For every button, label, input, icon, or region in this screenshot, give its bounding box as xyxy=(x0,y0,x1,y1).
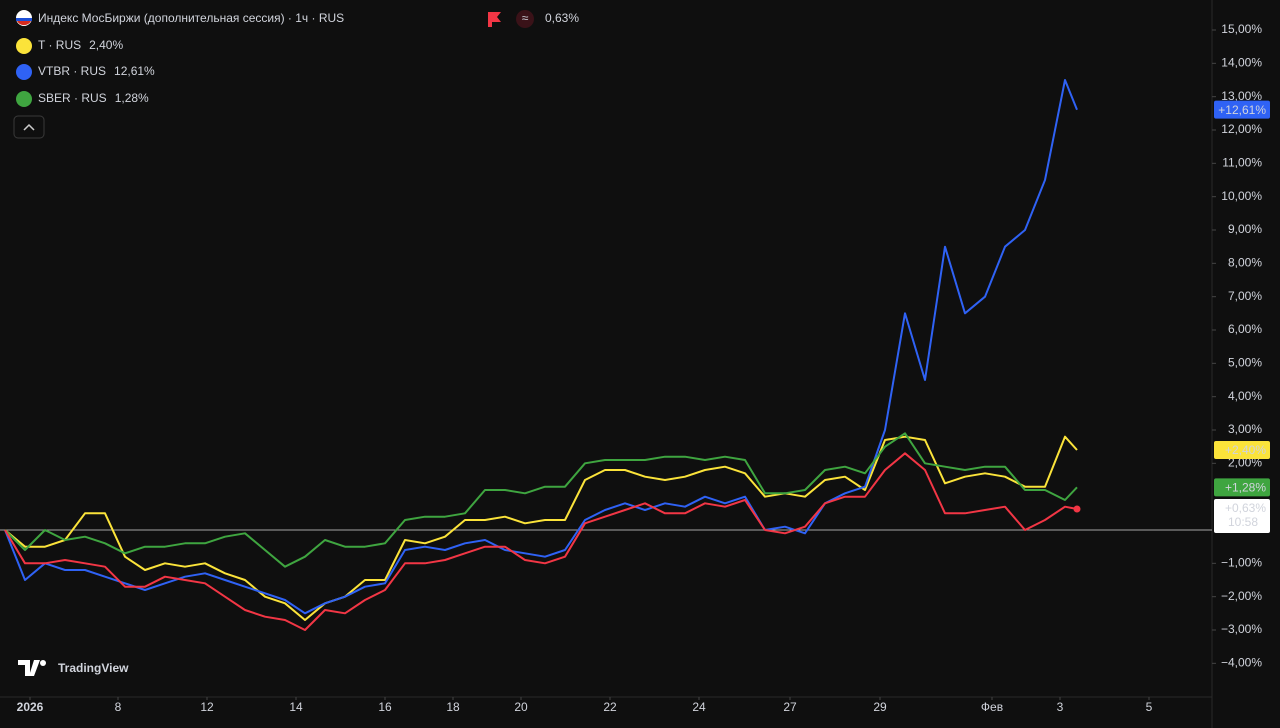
y-tick-label: 10,00% xyxy=(1221,189,1262,203)
x-tick-label: 3 xyxy=(1057,700,1064,714)
y-tick-label: 7,00% xyxy=(1228,289,1262,303)
x-tick-label: 16 xyxy=(378,700,392,714)
x-tick-label: 29 xyxy=(873,700,887,714)
y-tick-label: 13,00% xyxy=(1221,89,1262,103)
x-tick-label: 8 xyxy=(115,700,122,714)
collapse-button[interactable] xyxy=(13,115,45,139)
y-tick-label: 8,00% xyxy=(1228,256,1262,270)
change-icon-text: ≈ xyxy=(522,11,529,25)
y-tick-label: 4,00% xyxy=(1228,389,1262,403)
x-tick-label: 12 xyxy=(200,700,214,714)
price-tag-time: 10:58 xyxy=(1228,515,1258,529)
x-tick-label: 27 xyxy=(783,700,797,714)
price-tag-label: +0,63% xyxy=(1225,501,1266,515)
y-tick-label: −2,00% xyxy=(1221,589,1262,603)
legend-name: T · RUS xyxy=(38,38,81,52)
price-tag xyxy=(1214,499,1270,533)
change-icon xyxy=(516,10,534,28)
last-point xyxy=(1073,505,1081,513)
x-tick-label: 22 xyxy=(603,700,617,714)
x-tick-label: 14 xyxy=(289,700,303,714)
y-tick-label: 6,00% xyxy=(1228,322,1262,336)
price-tag xyxy=(1214,100,1270,119)
watermark-logo xyxy=(40,660,46,666)
x-tick-label: 18 xyxy=(446,700,460,714)
x-tick-label: Фев xyxy=(981,700,1003,714)
price-tag xyxy=(1214,441,1270,459)
price-tag-label: +1,28% xyxy=(1225,481,1266,495)
y-tick-label: −4,00% xyxy=(1221,656,1262,670)
y-tick-label: 5,00% xyxy=(1228,356,1262,370)
y-tick-label: −1,00% xyxy=(1221,556,1262,570)
x-tick-label: 24 xyxy=(692,700,706,714)
series-line xyxy=(4,435,1078,621)
watermark-logo xyxy=(18,660,40,676)
x-tick-label: 20 xyxy=(514,700,528,714)
series-line xyxy=(4,452,1078,631)
chart-title: Индекс МосБиржи (дополнительная сессия) … xyxy=(38,11,344,25)
y-tick-label: 15,00% xyxy=(1221,22,1262,36)
legend-icon xyxy=(16,91,32,107)
legend-icon xyxy=(16,64,32,80)
legend-icon xyxy=(16,38,32,54)
legend-name: VTBR · RUS xyxy=(38,64,106,78)
legend-value: 2,40% xyxy=(89,38,123,52)
x-tick-label: 2026 xyxy=(17,700,44,714)
y-tick-label: 14,00% xyxy=(1221,56,1262,70)
flag-icon xyxy=(16,18,32,21)
flag-icon xyxy=(488,12,501,27)
y-tick-label: 3,00% xyxy=(1228,422,1262,436)
x-tick-label: 5 xyxy=(1146,700,1153,714)
y-tick-label: 9,00% xyxy=(1228,222,1262,236)
legend-value: 0,63% xyxy=(545,11,579,25)
legend-name: SBER · RUS xyxy=(38,91,107,105)
y-tick-label: 2,00% xyxy=(1228,456,1262,470)
legend-value: 1,28% xyxy=(115,91,149,105)
flag-icon xyxy=(17,21,31,26)
price-tag-label: +12,61% xyxy=(1218,103,1266,117)
y-tick-label: −3,00% xyxy=(1221,622,1262,636)
legend-value: 12,61% xyxy=(114,64,155,78)
collapse-icon xyxy=(23,123,35,131)
y-tick-label: 12,00% xyxy=(1221,122,1262,136)
price-tag xyxy=(1214,478,1270,497)
price-tag-label: +2,40% xyxy=(1225,443,1266,457)
series-line xyxy=(4,432,1078,568)
watermark-text: TradingView xyxy=(58,661,129,675)
y-tick-label: 11,00% xyxy=(1222,156,1262,170)
watermark: TradingView xyxy=(18,660,129,676)
series-line xyxy=(4,79,1078,615)
